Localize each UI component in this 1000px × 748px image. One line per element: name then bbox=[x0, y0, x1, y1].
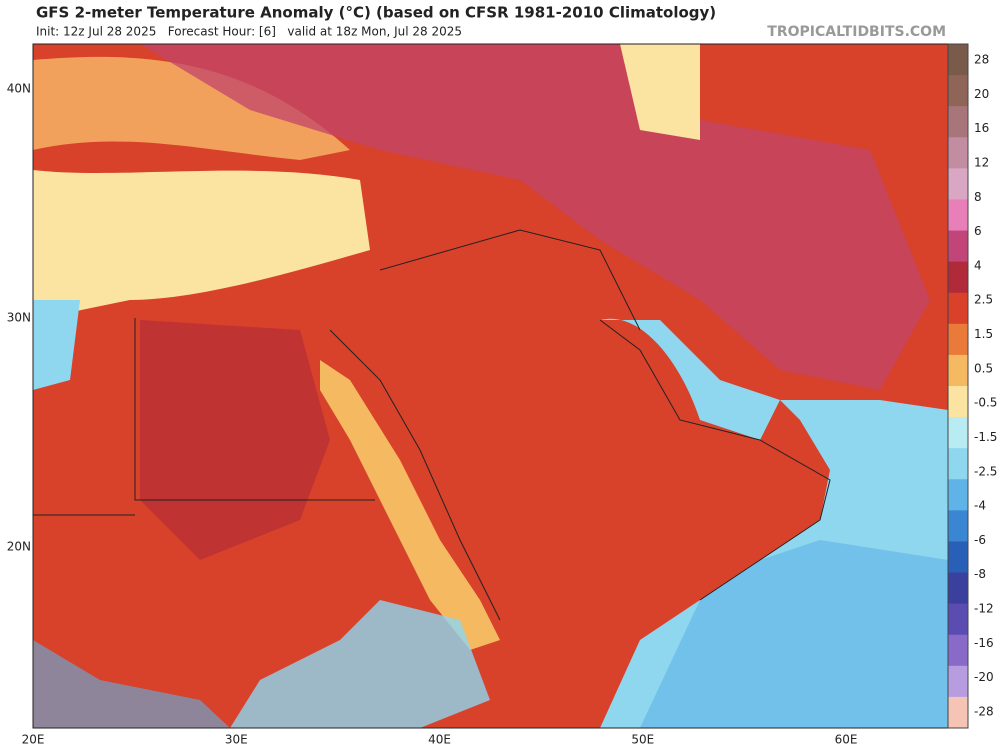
colorbar-label: 1.5 bbox=[974, 327, 993, 341]
lon-label: 50E bbox=[631, 733, 654, 747]
colorbar-label: 16 bbox=[974, 121, 989, 135]
colorbar-label: -1.5 bbox=[974, 430, 997, 444]
colorbar-label: 8 bbox=[974, 190, 982, 204]
colorbar-label: -28 bbox=[974, 705, 994, 719]
colorbar-swatch bbox=[948, 199, 968, 232]
colorbar-label: -8 bbox=[974, 567, 986, 581]
colorbar-label: 28 bbox=[974, 53, 989, 67]
colorbar-swatch bbox=[948, 354, 968, 387]
colorbar-swatch bbox=[948, 696, 968, 729]
colorbar-swatch bbox=[948, 448, 968, 480]
source: TROPICALTIDBITS.COM bbox=[767, 24, 946, 40]
colorbar-frame bbox=[947, 43, 969, 729]
colorbar-label: 2.5 bbox=[974, 293, 993, 307]
colorbar-label: -6 bbox=[974, 533, 986, 547]
colorbar-swatch bbox=[948, 417, 968, 449]
colorbar-label: -16 bbox=[974, 636, 994, 650]
lon-label: 60E bbox=[835, 733, 858, 747]
colorbar-swatch bbox=[948, 230, 968, 263]
colorbar-swatch bbox=[948, 168, 968, 200]
lon-label: 20E bbox=[22, 733, 45, 747]
colorbar-swatch bbox=[948, 292, 968, 325]
colorbar-swatch bbox=[948, 603, 968, 636]
lat-label: 40N bbox=[7, 82, 31, 96]
colorbar-swatch bbox=[948, 541, 968, 574]
subtitle: Init: 12z Jul 28 2025 Forecast Hour: [6]… bbox=[36, 25, 462, 39]
colorbar-swatch bbox=[948, 479, 968, 511]
colorbar-swatch bbox=[948, 106, 968, 138]
colorbar-label: -20 bbox=[974, 670, 994, 684]
colorbar-swatch bbox=[948, 261, 968, 294]
colorbar-label: 12 bbox=[974, 155, 989, 169]
colorbar-swatch bbox=[948, 137, 968, 169]
colorbar-label: 6 bbox=[974, 224, 982, 238]
colorbar-label: -4 bbox=[974, 499, 986, 513]
colorbar-swatch bbox=[948, 386, 968, 418]
colorbar-label: -2.5 bbox=[974, 464, 997, 478]
colorbar-swatch bbox=[948, 634, 968, 667]
lat-label: 30N bbox=[7, 311, 31, 325]
map bbox=[32, 43, 949, 729]
lon-label: 40E bbox=[428, 733, 451, 747]
lat-label: 20N bbox=[7, 540, 31, 554]
colorbar-swatch bbox=[948, 75, 968, 107]
colorbar-swatch bbox=[948, 510, 968, 542]
colorbar-swatch bbox=[948, 665, 968, 698]
colorbar-label: -12 bbox=[974, 602, 994, 616]
colorbar-swatch bbox=[948, 44, 968, 76]
colorbar-label: 20 bbox=[974, 87, 989, 101]
colorbar-swatch bbox=[948, 323, 968, 356]
colorbar-label: -0.5 bbox=[974, 396, 997, 410]
colorbar-swatch bbox=[948, 572, 968, 605]
lon-label: 30E bbox=[225, 733, 248, 747]
colorbar-label: 0.5 bbox=[974, 361, 993, 375]
colorbar-label: 4 bbox=[974, 258, 982, 272]
title: GFS 2-meter Temperature Anomaly (°C) (ba… bbox=[36, 4, 716, 22]
